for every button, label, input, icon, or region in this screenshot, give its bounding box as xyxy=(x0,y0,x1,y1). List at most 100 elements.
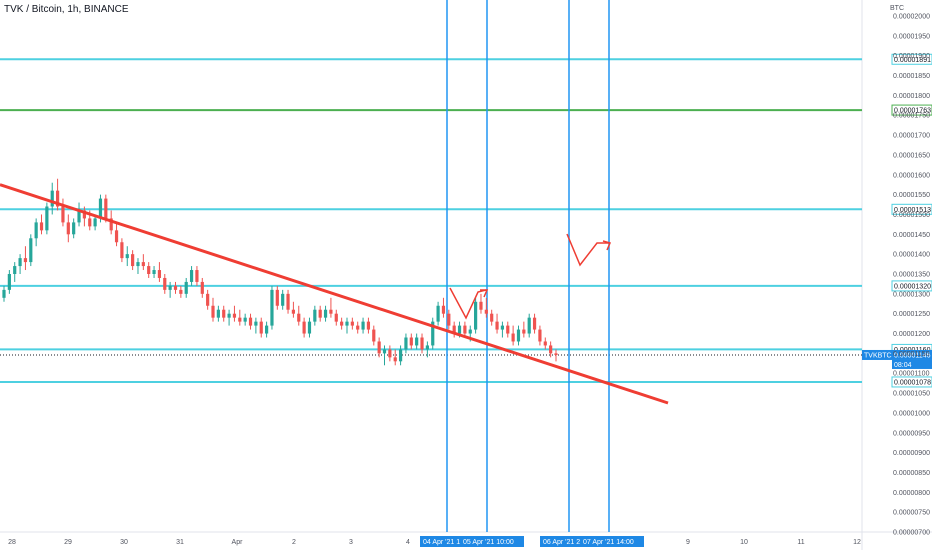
candle-body xyxy=(184,281,188,294)
y-tick-label: 0.00000700 xyxy=(893,530,930,537)
price-axis[interactable]: BTC0.000020000.000019500.000019000.00001… xyxy=(890,5,930,537)
candle-body xyxy=(77,210,81,223)
time-marker-tag xyxy=(460,536,524,547)
candle-body xyxy=(152,270,156,274)
y-tick-label: 0.00001850 xyxy=(893,73,930,80)
candle-body xyxy=(549,345,553,354)
price-levels: 0.00001891 0.00001763 0.00001513 0.00001320… xyxy=(0,53,932,388)
y-tick-label: 0.00001000 xyxy=(893,410,930,417)
candle-body xyxy=(29,238,33,263)
candle-body xyxy=(532,317,537,330)
candle-body xyxy=(436,305,440,322)
candle-body xyxy=(447,313,451,326)
candle-body xyxy=(259,321,263,334)
candle-body xyxy=(302,321,306,334)
candle-body xyxy=(522,329,526,334)
candle-body xyxy=(173,285,178,290)
candle-body xyxy=(307,321,312,334)
price-level-tag xyxy=(891,53,932,65)
y-tick-label: 0.00001750 xyxy=(893,113,930,120)
time-marker-label: 05 Apr '21 10:00 xyxy=(463,539,514,546)
candle-body xyxy=(45,206,49,231)
candle-body xyxy=(500,325,505,330)
price-level-tag xyxy=(891,280,932,292)
candle-body xyxy=(474,301,478,330)
candle-body xyxy=(18,258,22,267)
x-tick-label: 10 xyxy=(740,539,748,546)
y-tick-label: 0.00000750 xyxy=(893,510,930,517)
candle-body xyxy=(66,222,70,235)
y-tick-label: 0.00001150 xyxy=(893,351,930,358)
candle-body xyxy=(393,357,397,362)
candle-body xyxy=(195,270,199,282)
candle-body xyxy=(527,317,531,334)
candle-body xyxy=(452,325,456,334)
candle-body xyxy=(484,309,488,314)
zigzag-arrowhead-2 xyxy=(602,240,612,251)
candle-body xyxy=(179,289,183,294)
y-tick-label: 0.00000800 xyxy=(893,490,930,497)
zigzag-arrow-2 xyxy=(566,233,609,267)
y-tick-label: 0.00000900 xyxy=(893,450,930,457)
x-tick-label: 2 xyxy=(292,539,296,546)
time-axis[interactable]: 28293031Apr23456910111204 Apr '21 1:05 A… xyxy=(8,536,861,547)
y-tick-label: 0.00001650 xyxy=(893,152,930,159)
last-price-tag xyxy=(862,349,932,360)
candle-body xyxy=(275,289,279,306)
candle-body xyxy=(286,293,290,310)
candle-body xyxy=(55,190,60,207)
candle-body xyxy=(398,349,403,362)
trendline xyxy=(0,183,669,405)
zigzag-arrowhead-1 xyxy=(480,289,489,298)
candle-body xyxy=(334,313,338,322)
y-tick-label: 0.00001400 xyxy=(893,252,930,259)
zigzag-arrow-1 xyxy=(449,287,487,320)
candle-body xyxy=(543,341,547,346)
candle-body xyxy=(404,337,408,350)
candle-body xyxy=(516,329,521,342)
candle-body xyxy=(243,317,247,322)
time-marker-tag xyxy=(580,536,644,547)
time-marker-label: 07 Apr '21 14:00 xyxy=(583,539,634,546)
candle-body xyxy=(82,210,86,219)
candle-body xyxy=(372,329,376,342)
candle-body xyxy=(441,305,446,314)
y-tick-label: 0.00001300 xyxy=(893,291,930,298)
price-level-tag xyxy=(891,203,932,215)
y-tick-label: 0.00001950 xyxy=(893,33,930,40)
candle-body xyxy=(420,337,424,350)
candle-body xyxy=(50,190,54,207)
candle-body xyxy=(238,317,242,322)
candle-body xyxy=(479,301,483,310)
y-tick-label: 0.00000850 xyxy=(893,470,930,477)
x-tick-label: 12 xyxy=(853,539,861,546)
candle-body xyxy=(538,329,542,342)
candle-body xyxy=(2,289,6,298)
candle-body xyxy=(431,321,435,346)
candle-body xyxy=(147,266,151,274)
candle-body xyxy=(270,289,274,326)
candle-body xyxy=(463,325,467,334)
candle-body xyxy=(511,333,515,342)
x-tick-label: 3 xyxy=(349,539,353,546)
candles xyxy=(2,178,558,366)
countdown-value: 08:04 xyxy=(894,362,912,369)
candle-body xyxy=(131,254,135,267)
x-tick-label: 4 xyxy=(406,539,410,546)
y-tick-label: 0.00002000 xyxy=(893,14,930,21)
candle-body xyxy=(490,313,494,322)
candle-body xyxy=(23,258,28,263)
candle-body xyxy=(34,222,38,239)
time-marker-label: 04 Apr '21 1: xyxy=(423,539,462,546)
price-level-value: 0.00001320 xyxy=(894,283,931,290)
candle-body xyxy=(388,349,392,358)
trendline-line xyxy=(0,183,669,405)
candle-body xyxy=(425,345,429,350)
candle-body xyxy=(141,262,145,267)
price-level-value: 0.00001891 xyxy=(894,57,931,64)
y-tick-label: 0.00001900 xyxy=(893,53,930,60)
candle-body xyxy=(457,325,462,334)
candle-body xyxy=(265,325,269,334)
